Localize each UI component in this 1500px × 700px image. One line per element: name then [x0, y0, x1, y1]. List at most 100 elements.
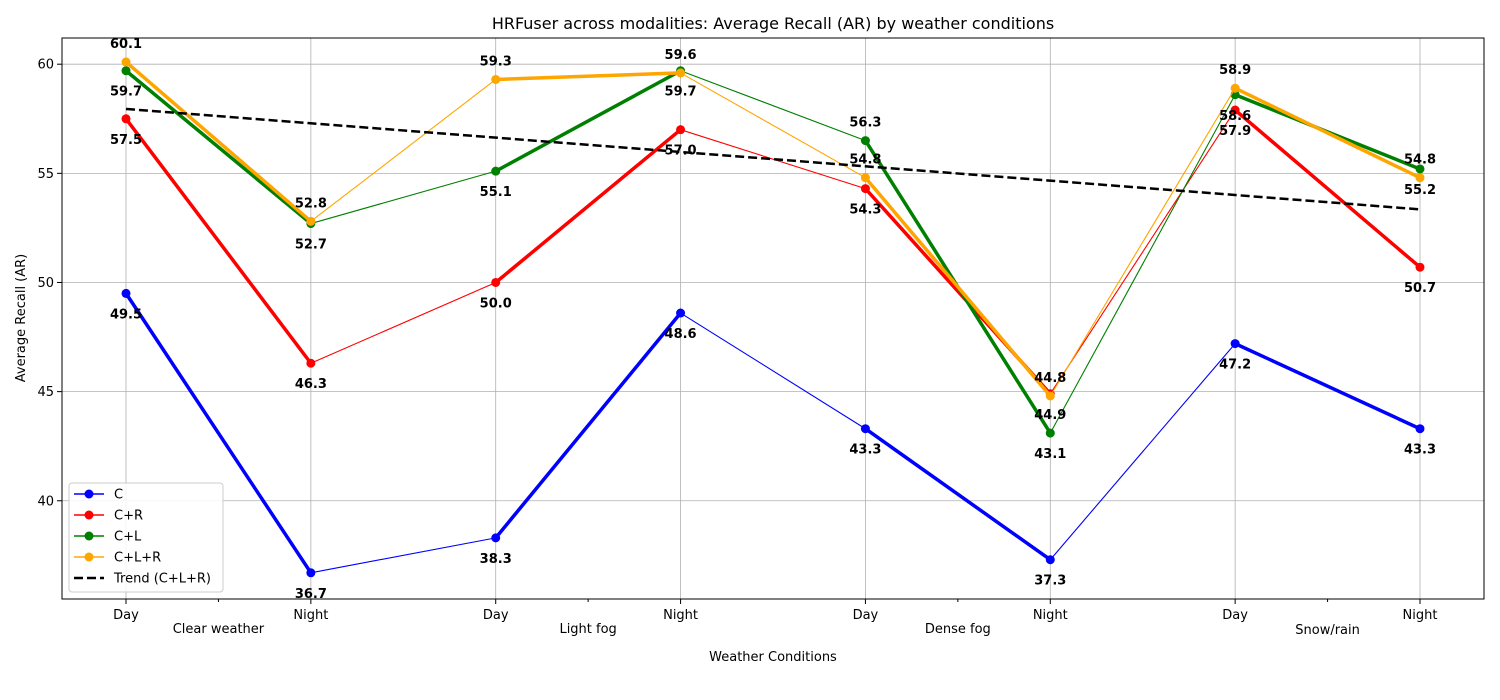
series-segment [1049, 343, 1236, 561]
trend-line [125, 107, 1421, 211]
data-point [1415, 173, 1425, 183]
series-segment [493, 71, 683, 82]
y-tick-label: 50 [37, 276, 54, 291]
group-label: Snow/rain [1295, 623, 1360, 638]
y-axis-label: Average Recall (AR) [14, 254, 29, 383]
data-point [1230, 83, 1240, 93]
legend-marker [84, 552, 94, 562]
x-tick-label: Day [483, 608, 509, 623]
data-point [860, 173, 870, 183]
data-label: 43.1 [1034, 447, 1066, 462]
x-tick-label: Day [853, 608, 879, 623]
data-label: 46.3 [295, 377, 327, 392]
legend-entry: C+R [74, 509, 143, 524]
data-point [1230, 105, 1240, 115]
series-segment [124, 291, 313, 575]
data-point [306, 216, 316, 226]
series-segment [124, 68, 313, 226]
axis-ticks: Day Night Day Night Day Night Day Night Clear we… [37, 58, 1437, 638]
x-tick-label: Night [293, 608, 328, 623]
series-layer [121, 57, 1425, 578]
legend-entry: C+L+R [74, 551, 161, 566]
data-point [1045, 555, 1055, 565]
data-label: 44.9 [1034, 408, 1066, 423]
series-segment [1049, 94, 1236, 434]
legend-entry: C [74, 488, 123, 503]
series-segment [493, 311, 683, 540]
legend-entry: Trend (C+L+R) [74, 572, 211, 587]
data-point [491, 166, 501, 176]
series-segment [1233, 86, 1422, 180]
data-point [676, 68, 686, 78]
data-label: 57.5 [110, 133, 142, 148]
data-point [306, 358, 316, 368]
series-segment [493, 68, 683, 173]
data-label: 55.2 [1404, 183, 1436, 198]
y-tick-label: 40 [37, 494, 54, 509]
x-tick-label: Day [1222, 608, 1248, 623]
data-label: 50.7 [1404, 281, 1436, 296]
plot-frame [61, 37, 1485, 600]
data-label: 52.7 [295, 238, 327, 253]
series-segment [310, 537, 497, 574]
data-label: 58.6 [1219, 109, 1251, 124]
group-label: Light fog [559, 622, 616, 637]
series-segment [1233, 341, 1422, 431]
series-segment [1049, 109, 1236, 395]
x-tick-label: Day [113, 608, 139, 623]
y-tick-label: 45 [37, 385, 54, 400]
data-point [121, 114, 131, 124]
data-point [491, 74, 501, 84]
data-labels: 49.5 36.7 38.3 48.6 43.3 37.3 47.2 43.3 57.5 46.3… [110, 37, 1436, 602]
legend-label: C+L [114, 530, 142, 545]
legend-box [68, 482, 224, 593]
chart-title: HRFuser across modalities: Average Recal… [492, 14, 1054, 33]
data-label: 47.2 [1219, 358, 1251, 373]
data-point [860, 184, 870, 194]
series-c-plus-l-plus-r [121, 57, 1425, 401]
data-label: 54.8 [1404, 153, 1436, 168]
data-label: 57.9 [1219, 124, 1251, 139]
data-label: 59.3 [480, 54, 512, 69]
legend-label: C [114, 488, 123, 503]
series-segment [310, 170, 497, 225]
y-tick-label: 55 [37, 167, 54, 182]
x-tick-label: Night [1403, 608, 1438, 623]
series-segment [310, 78, 497, 222]
data-point [1045, 428, 1055, 438]
data-point [1415, 164, 1425, 174]
data-point [1045, 391, 1055, 401]
data-label: 55.1 [480, 185, 512, 200]
data-label: 54.3 [849, 203, 881, 218]
data-label: 54.8 [849, 153, 881, 168]
data-label: 48.6 [665, 327, 697, 342]
data-point [491, 277, 501, 287]
legend-entry: C+L [74, 530, 142, 545]
data-label: 60.1 [110, 37, 142, 52]
series-segment [493, 127, 683, 285]
y-tick-label: 60 [37, 58, 54, 73]
data-point [121, 66, 131, 76]
data-label: 37.3 [1034, 574, 1066, 589]
x-tick-label: Night [1033, 608, 1068, 623]
data-point [860, 136, 870, 146]
data-label: 52.8 [295, 196, 327, 211]
data-point [1415, 424, 1425, 434]
data-label: 43.3 [849, 443, 881, 458]
series-segment [680, 70, 866, 142]
data-point [491, 533, 501, 543]
group-label: Dense fog [925, 622, 991, 637]
legend-label: C+R [114, 509, 143, 524]
data-label: 43.3 [1404, 443, 1436, 458]
x-axis-label: Weather Conditions [709, 650, 837, 665]
grid [62, 38, 1484, 599]
series-segment [680, 72, 866, 179]
legend-marker [84, 510, 94, 520]
series-segment [310, 281, 497, 364]
data-point [306, 568, 316, 578]
legend-label: C+L+R [114, 551, 161, 566]
data-point [121, 57, 131, 67]
series-segment [863, 175, 1053, 398]
data-label: 44.8 [1034, 371, 1066, 386]
x-tick-label: Night [663, 608, 698, 623]
